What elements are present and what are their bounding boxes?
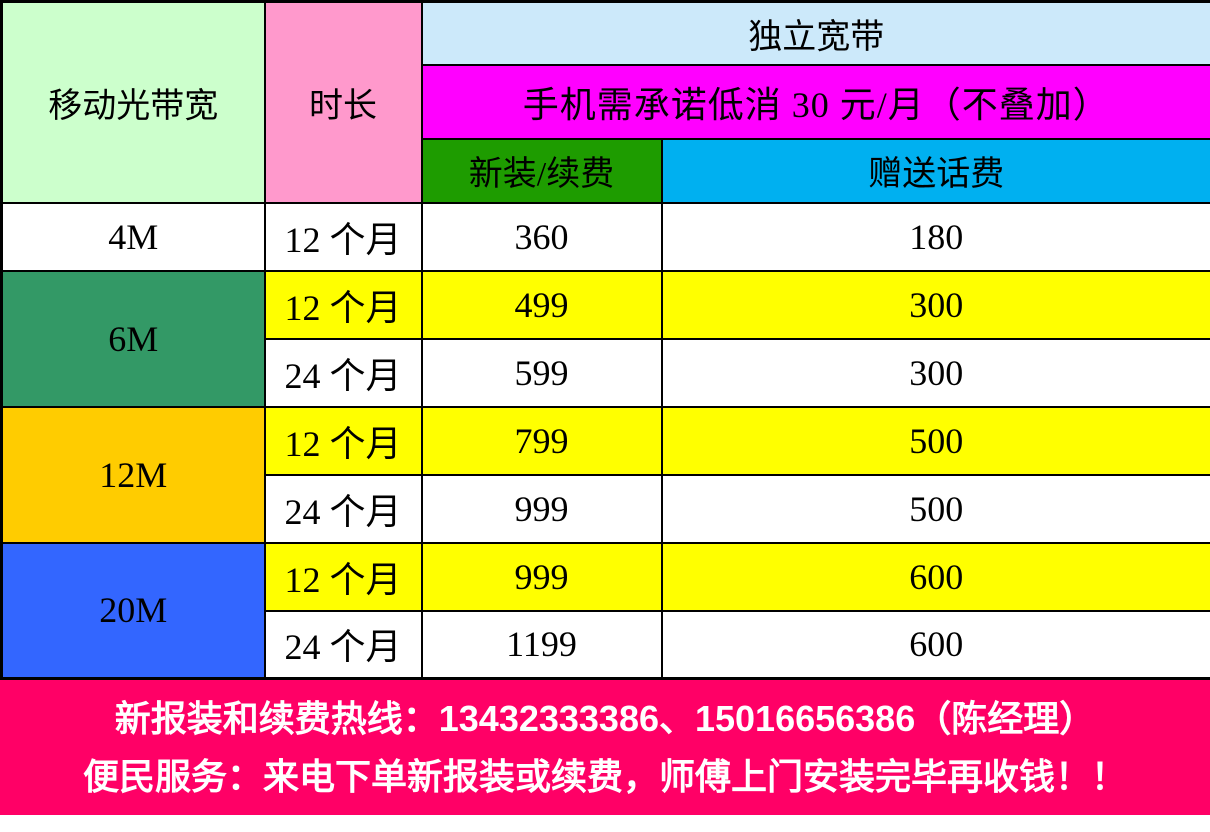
duration-cell: 12 个月 (263, 201, 423, 272)
table-row: 20M 12 个月 999 600 (0, 541, 1210, 680)
table-row: 24 个月 1199 600 (2, 609, 1210, 680)
duration-cell: 24 个月 (263, 609, 423, 680)
price-cell: 999 (420, 541, 663, 612)
gift-cell: 500 (660, 405, 1210, 476)
price-cell: 360 (420, 201, 663, 272)
table-row: 4M 12 个月 360 180 (0, 201, 1210, 272)
gift-column-header: 赠送话费 (660, 137, 1210, 204)
broadband-title-header: 独立宽带 (420, 0, 1210, 66)
price-cell: 799 (420, 405, 663, 476)
price-cell: 1199 (420, 609, 663, 680)
price-cell: 599 (420, 337, 663, 408)
price-cell: 499 (420, 269, 663, 340)
gift-cell: 500 (660, 473, 1210, 544)
hotline-text: 新报装和续费热线：13432333386、15016656386（陈经理） (114, 697, 1096, 739)
bandwidth-cell-4m: 4M (0, 201, 266, 272)
price-column-header: 新装/续费 (420, 137, 663, 204)
footer-banner: 新报装和续费热线：13432333386、15016656386（陈经理） 便民… (0, 680, 1210, 815)
table-row: 6M 12 个月 499 300 (0, 269, 1210, 408)
gift-cell: 600 (660, 541, 1210, 612)
duration-cell: 12 个月 (263, 541, 423, 612)
price-table: 移动光带宽 时长 独立宽带 手机需承诺低消 30 元/月（不叠加） 新装/续费 … (0, 0, 1210, 680)
bandwidth-cell-12m: 12M (0, 405, 266, 544)
duration-cell: 12 个月 (263, 405, 423, 476)
gift-cell: 600 (660, 609, 1210, 680)
table-row: 24 个月 599 300 (2, 337, 1210, 408)
gift-cell: 300 (660, 269, 1210, 340)
gift-cell: 300 (660, 337, 1210, 408)
table-row: 12M 12 个月 799 500 (0, 405, 1210, 544)
bandwidth-cell-6m: 6M (0, 269, 266, 408)
condition-note-cell: 手机需承诺低消 30 元/月（不叠加） (420, 63, 1210, 140)
table-row: 24 个月 999 500 (2, 473, 1210, 544)
duration-column-header: 时长 (263, 0, 423, 204)
duration-cell: 12 个月 (263, 269, 423, 340)
duration-cell: 24 个月 (263, 473, 423, 544)
bandwidth-column-header: 移动光带宽 (0, 0, 266, 204)
bandwidth-cell-20m: 20M (0, 541, 266, 680)
service-note-text: 便民服务：来电下单新报装或续费，师傅上门安装完毕再收钱！！ (82, 755, 1127, 797)
gift-cell: 180 (660, 201, 1210, 272)
duration-cell: 24 个月 (263, 337, 423, 408)
price-cell: 999 (420, 473, 663, 544)
